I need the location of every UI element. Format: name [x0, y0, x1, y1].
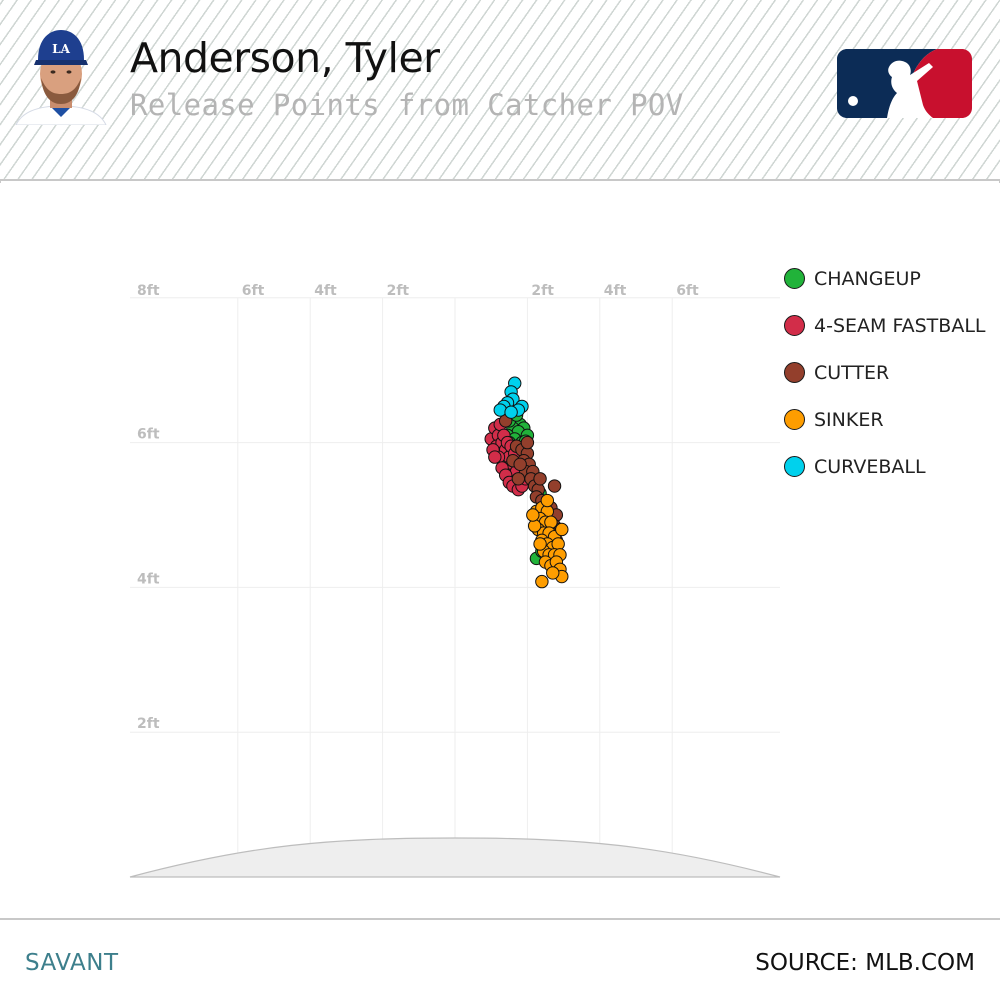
legend: CHANGEUP 4-SEAM FASTBALL CUTTER SINKER CURVE…: [784, 255, 999, 490]
tick-labels: 8ft 6ft 4ft 2ft 2ft 4ft 6ft 6ft 4ft 2ft: [137, 283, 699, 732]
x-tick-label: 8ft: [137, 283, 160, 299]
legend-item: SINKER: [784, 396, 999, 443]
legend-swatch: [784, 409, 805, 430]
data-point: [520, 435, 535, 450]
data-point: [555, 522, 569, 537]
data-point: [540, 493, 555, 508]
data-point: [535, 574, 549, 589]
data-point: [504, 405, 518, 419]
savant-brand: SAVANT: [25, 950, 119, 976]
y-tick-label: 4ft: [137, 571, 160, 587]
series-sinker: [526, 493, 569, 589]
mlb-logo-icon: [837, 49, 972, 118]
legend-label: CURVEBALL: [814, 455, 926, 478]
x-tick-label: 4ft: [314, 283, 337, 299]
data-point: [511, 472, 526, 486]
svg-text:LA: LA: [52, 42, 70, 56]
data-point: [533, 472, 547, 486]
data-point: [533, 537, 547, 551]
legend-swatch: [784, 456, 805, 477]
legend-item: 4-SEAM FASTBALL: [784, 302, 999, 349]
pitchers-mound: [129, 837, 781, 878]
source-label: SOURCE: MLB.COM: [755, 950, 975, 976]
y-tick-label: 6ft: [137, 427, 160, 443]
data-point: [544, 515, 558, 529]
x-tick-label: 4ft: [604, 283, 627, 299]
header: LA Anderson, Tyler Release Points from C…: [0, 0, 1000, 181]
legend-swatch: [784, 315, 805, 336]
y-tick-label: 2ft: [137, 716, 160, 732]
series-curveball: [493, 376, 529, 419]
legend-label: 4-SEAM FASTBALL: [814, 314, 986, 337]
grid: [130, 297, 780, 877]
footer: SAVANT SOURCE: MLB.COM: [0, 918, 1000, 1000]
x-tick-label: 6ft: [242, 283, 265, 299]
x-tick-label: 2ft: [387, 283, 410, 299]
legend-label: SINKER: [814, 408, 884, 431]
legend-label: CUTTER: [814, 361, 890, 384]
data-point: [527, 519, 542, 533]
points: [484, 376, 569, 589]
chart-area: [0, 183, 1000, 918]
player-name: Anderson, Tyler: [130, 34, 440, 82]
data-point: [526, 508, 540, 522]
mound: [129, 837, 781, 878]
legend-label: CHANGEUP: [814, 267, 921, 290]
legend-item: CHANGEUP: [784, 255, 999, 302]
data-point: [488, 450, 502, 464]
data-point: [546, 566, 560, 580]
player-headshot-icon: LA: [15, 30, 107, 125]
x-tick-label: 2ft: [531, 283, 554, 299]
x-tick-label: 6ft: [676, 283, 699, 299]
legend-item: CUTTER: [784, 349, 999, 396]
legend-swatch: [784, 268, 805, 289]
legend-item: CURVEBALL: [784, 443, 999, 490]
chart-subtitle: Release Points from Catcher POV: [130, 88, 684, 122]
data-point: [513, 457, 527, 472]
data-point: [493, 403, 507, 417]
data-point: [547, 479, 562, 493]
legend-swatch: [784, 362, 805, 383]
